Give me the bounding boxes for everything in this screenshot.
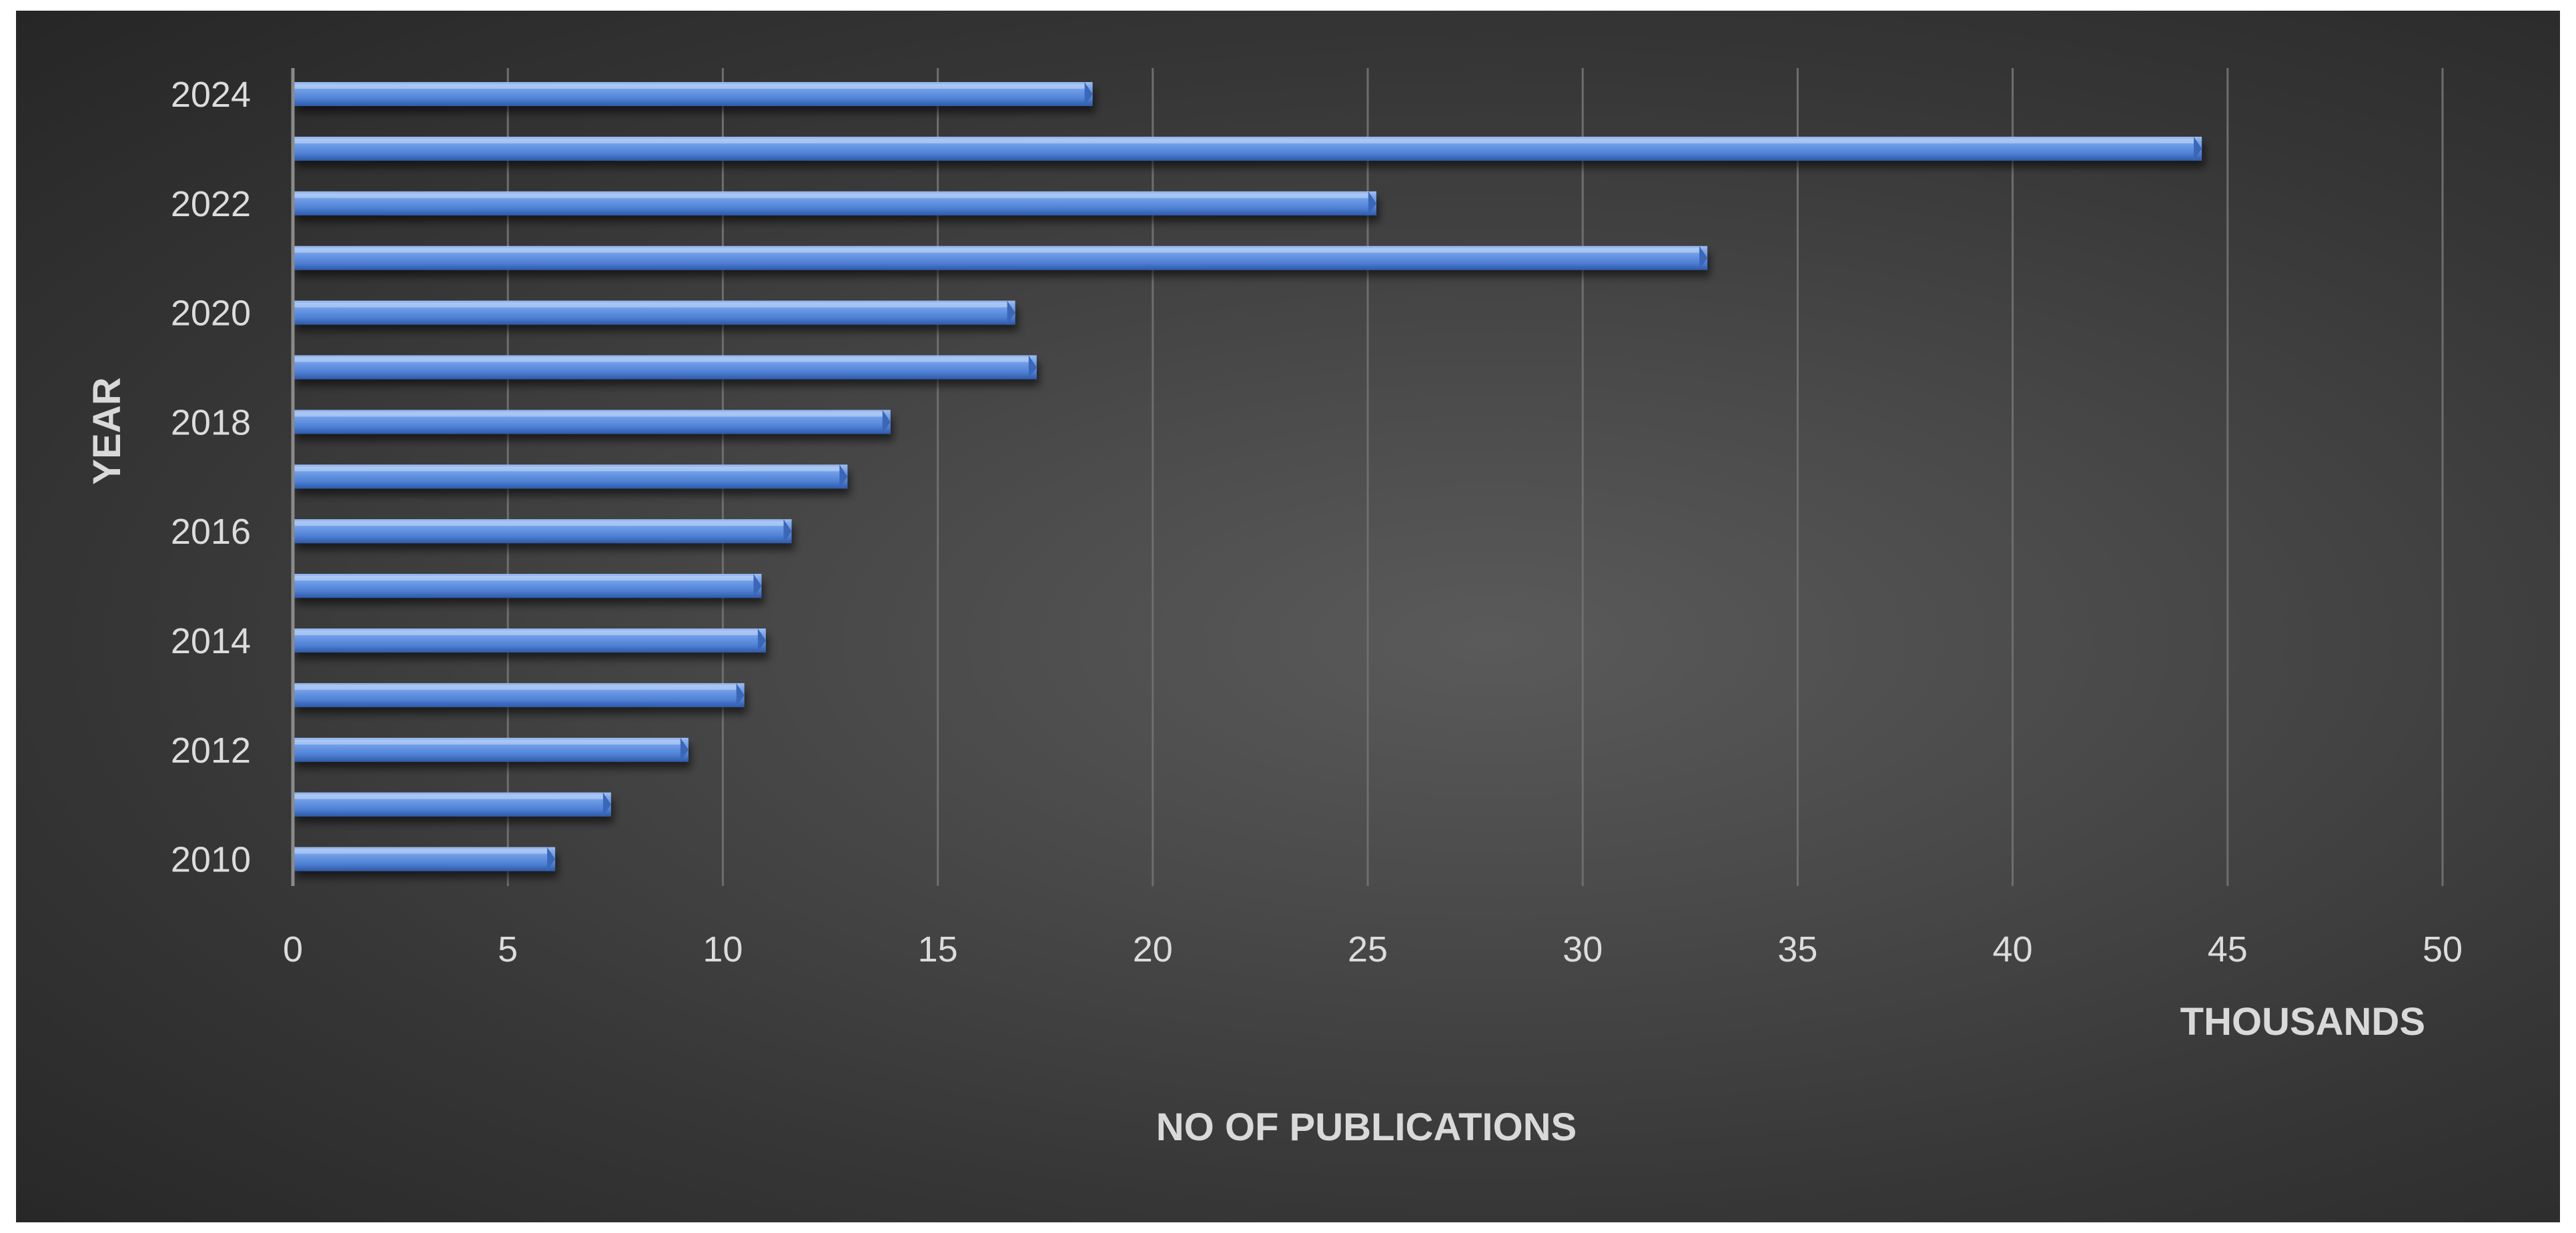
bar-highlight-2010 bbox=[293, 849, 550, 854]
bar-end-2016 bbox=[783, 519, 792, 544]
bar-end-2018 bbox=[882, 410, 891, 434]
bar-2020 bbox=[293, 300, 1015, 325]
bar-highlight-2019 bbox=[293, 357, 1031, 362]
y-tick-2020: 2020 bbox=[171, 294, 251, 334]
y-tick-2024: 2024 bbox=[171, 75, 251, 115]
y-tick-2010: 2010 bbox=[171, 840, 251, 880]
bars bbox=[293, 82, 2202, 871]
bar-2014 bbox=[293, 629, 766, 653]
chart-area: 2010 2012 2014 2016 2018 2020 2022 2024 0 5 10 15 2… bbox=[16, 11, 2560, 1222]
x-tick-5: 5 bbox=[498, 929, 518, 969]
bar-2012 bbox=[293, 737, 689, 762]
y-tick-2012: 2012 bbox=[171, 731, 251, 771]
bar-highlight-2014 bbox=[293, 631, 761, 635]
bar-highlight-2020 bbox=[293, 302, 1010, 308]
x-tick-35: 35 bbox=[1777, 929, 1817, 969]
bar-highlight-2015 bbox=[293, 576, 757, 581]
bar-highlight-2011 bbox=[293, 794, 606, 799]
bar-end-2015 bbox=[753, 574, 762, 598]
bar-2011 bbox=[293, 792, 611, 817]
bar-2010 bbox=[293, 847, 556, 871]
x-tick-25: 25 bbox=[1348, 929, 1388, 969]
bar-end-2013 bbox=[736, 683, 745, 707]
x-axis-title: NO OF PUBLICATIONS bbox=[1156, 1106, 1577, 1149]
bar-end-2021 bbox=[1699, 246, 1708, 270]
bar-highlight-2018 bbox=[293, 412, 885, 417]
x-tick-10: 10 bbox=[703, 929, 743, 969]
bar-end-2019 bbox=[1028, 355, 1037, 380]
bar-end-2023 bbox=[2194, 136, 2202, 161]
y-axis-title: YEAR bbox=[85, 377, 129, 484]
bar-2019 bbox=[293, 355, 1037, 380]
x-tick-0: 0 bbox=[283, 929, 303, 969]
bar-chart: 2010 2012 2014 2016 2018 2020 2022 2024 0 5 10 15 2… bbox=[85, 68, 2463, 1149]
bar-2024 bbox=[293, 82, 1093, 106]
y-tick-2014: 2014 bbox=[171, 621, 251, 661]
x-tick-30: 30 bbox=[1563, 929, 1603, 969]
x-tick-20: 20 bbox=[1133, 929, 1173, 969]
bar-2017 bbox=[293, 464, 848, 489]
y-tick-2016: 2016 bbox=[171, 512, 251, 552]
bar-end-2014 bbox=[757, 629, 766, 653]
bar-highlight-2016 bbox=[293, 521, 787, 526]
x-tick-45: 45 bbox=[2208, 929, 2248, 969]
x-tick-50: 50 bbox=[2423, 929, 2463, 969]
bar-2018 bbox=[293, 410, 891, 434]
y-tick-labels: 2010 2012 2014 2016 2018 2020 2022 2024 bbox=[171, 75, 251, 880]
bar-2015 bbox=[293, 574, 762, 598]
bar-end-2022 bbox=[1368, 191, 1376, 216]
y-tick-2018: 2018 bbox=[171, 402, 251, 442]
y-tick-2022: 2022 bbox=[171, 184, 251, 224]
bar-end-2010 bbox=[547, 847, 556, 871]
bar-end-2024 bbox=[1084, 82, 1093, 106]
bar-2022 bbox=[293, 191, 1376, 216]
bar-2023 bbox=[293, 136, 2202, 161]
x-tick-15: 15 bbox=[918, 929, 958, 969]
x-tick-labels: 0 5 10 15 20 25 30 35 40 45 50 bbox=[283, 929, 2463, 969]
x-axis-display-unit: THOUSANDS bbox=[2180, 1000, 2425, 1044]
bar-highlight-2017 bbox=[293, 466, 843, 472]
bar-highlight-2012 bbox=[293, 739, 683, 745]
bar-highlight-2022 bbox=[293, 193, 1371, 198]
x-tick-40: 40 bbox=[1993, 929, 2033, 969]
bar-highlight-2023 bbox=[293, 138, 2197, 143]
bar-end-2012 bbox=[680, 737, 689, 762]
bar-end-2011 bbox=[602, 792, 611, 817]
bar-2013 bbox=[293, 683, 745, 707]
bar-highlight-2021 bbox=[293, 248, 1703, 253]
bar-end-2020 bbox=[1007, 300, 1015, 325]
bar-2021 bbox=[293, 246, 1708, 270]
bar-highlight-2024 bbox=[293, 84, 1088, 89]
bar-end-2017 bbox=[839, 464, 848, 489]
bar-2016 bbox=[293, 519, 792, 544]
bar-highlight-2013 bbox=[293, 685, 739, 690]
